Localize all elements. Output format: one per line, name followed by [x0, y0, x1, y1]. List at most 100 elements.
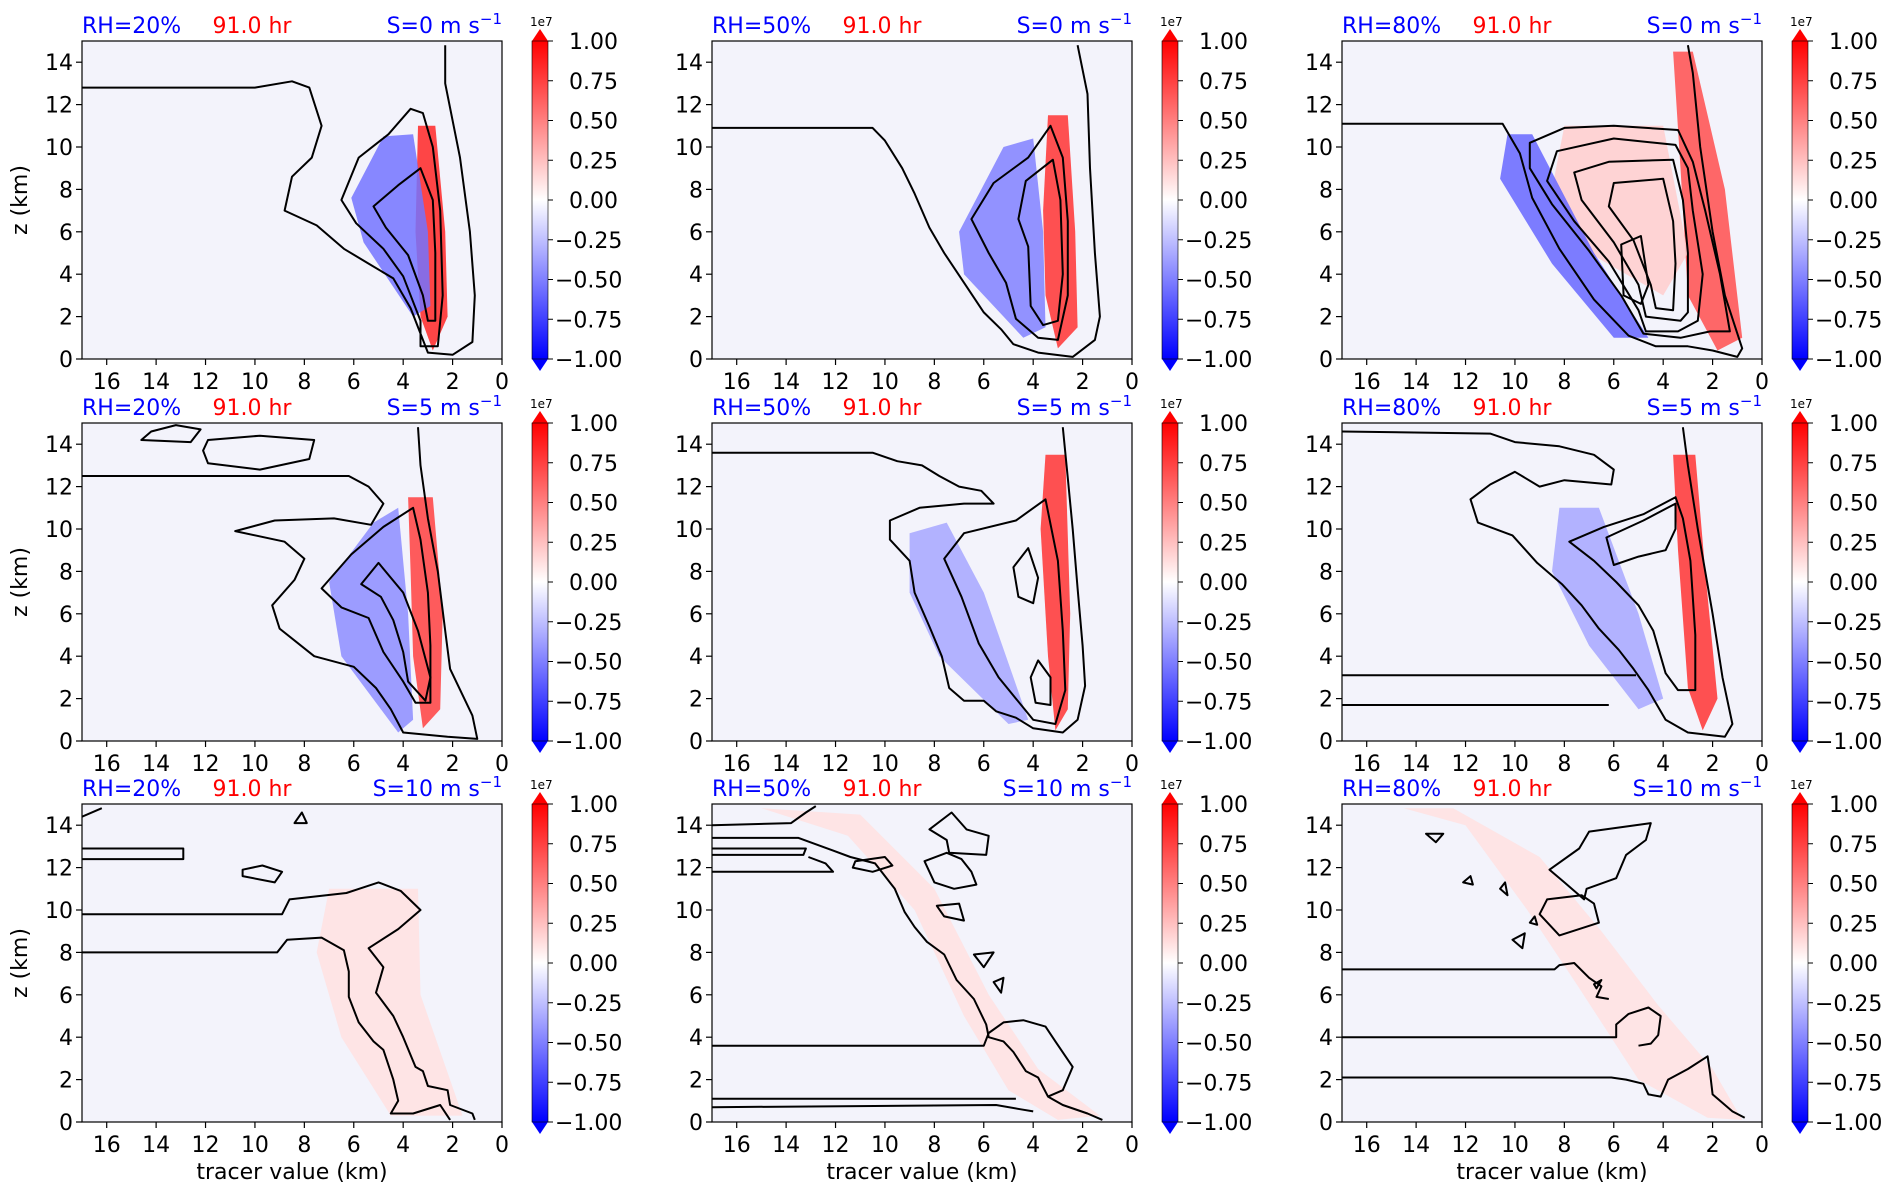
colorbar-gradient	[1162, 423, 1178, 741]
time-label: 91.0 hr	[1473, 777, 1553, 802]
colorbar-tick-label: −0.25	[555, 992, 622, 1017]
colorbar-tick-label: −0.75	[1185, 690, 1252, 715]
colorbar: 1e7 1.00 0.75 0.50 0.25 0.00 −0.25 −0.50 −0.75 −1…	[530, 778, 622, 1136]
colorbar-min-extend	[532, 359, 548, 371]
colorbar: 1e7 1.00 0.75 0.50 0.25 0.00 −0.25 −0.50 −0.75 −1…	[1790, 778, 1882, 1136]
y-tick-label: 8	[1319, 560, 1333, 585]
x-tick-label: 0	[1755, 370, 1769, 395]
x-tick-label: 16	[723, 752, 751, 777]
shade-region-negative-1	[909, 522, 1029, 724]
colorbar-gradient	[532, 423, 548, 741]
y-axis-label: z (km)	[8, 928, 33, 998]
x-tick-label: 8	[927, 1133, 941, 1158]
colorbar-tick-label: 0.75	[1829, 452, 1878, 477]
x-tick-label: 14	[1402, 752, 1430, 777]
colorbar-min-extend	[532, 741, 548, 753]
x-axis-label: tracer value (km)	[1456, 1160, 1647, 1185]
y-tick-label: 10	[45, 136, 73, 161]
colorbar-tick-label: 0.50	[1829, 492, 1878, 517]
y-tick-label: 2	[1319, 1069, 1333, 1094]
time-label: 91.0 hr	[213, 396, 293, 421]
contour-line-1	[1568, 496, 1697, 692]
panel-RH50-S5: 16 14 12 10 8 6 4 2 0 0 2 4 6 8 10 12 14 RH=50% 91.0 hr S=5…	[675, 392, 1252, 777]
colorbar-tick-label: 0.00	[1829, 952, 1878, 977]
shear-label-text: S=10 m s	[1003, 777, 1110, 802]
x-tick-label: 16	[1353, 752, 1381, 777]
y-tick-label: 2	[689, 1069, 703, 1094]
colorbar-gradient	[1162, 41, 1178, 359]
y-tick-label: 0	[59, 1111, 73, 1136]
colorbar-tick-label: −0.25	[1185, 611, 1252, 636]
colorbar-min-extend	[1792, 359, 1808, 371]
colorbar-tick-label: −1.00	[1185, 730, 1252, 755]
colorbar-gradient	[1792, 41, 1808, 359]
colorbar-tick-label: −1.00	[555, 1111, 622, 1136]
colorbar-tick-label: 0.25	[1829, 531, 1878, 556]
y-tick-label: 8	[689, 178, 703, 203]
x-tick-label: 6	[977, 752, 991, 777]
shear-label-text: S=5 m s	[387, 396, 480, 421]
y-tick-label: 2	[59, 1069, 73, 1094]
axes-frame	[81, 40, 503, 360]
shear-label: S=0 m s−1	[387, 10, 502, 39]
contour-line-3	[1538, 894, 1600, 937]
colorbar-tick-label: 0.25	[1829, 912, 1878, 937]
shading-layer	[316, 888, 463, 1116]
x-tick-label: 6	[347, 370, 361, 395]
y-tick-label: 10	[675, 518, 703, 543]
shear-label-exponent: −1	[1110, 773, 1132, 791]
plot-background	[712, 804, 1132, 1122]
x-tick-label: 10	[871, 370, 899, 395]
x-tick-label: 8	[927, 370, 941, 395]
x-tick-label: 10	[871, 1133, 899, 1158]
panel-RH20-S0: 16 14 12 10 8 6 4 2 0 0 2 4 6 8 10 12 14 RH=20% 91.0 hr S=0…	[8, 10, 622, 395]
shear-label-text: S=0 m s	[1017, 14, 1110, 39]
shear-label: S=5 m s−1	[1017, 392, 1132, 421]
x-tick-label: 0	[1755, 1133, 1769, 1158]
panel-RH50-S0: 16 14 12 10 8 6 4 2 0 0 2 4 6 8 10 12 14 RH=50% 91.0 hr S=0…	[675, 10, 1252, 395]
x-tick-label: 2	[446, 1133, 460, 1158]
colorbar-tick-label: 1.00	[1199, 412, 1248, 437]
time-label: 91.0 hr	[1473, 396, 1553, 421]
y-tick-label: 12	[1305, 476, 1333, 501]
rh-label: RH=50%	[712, 777, 811, 802]
x-tick-label: 2	[1706, 752, 1720, 777]
colorbar-tick-label: 0.25	[1199, 912, 1248, 937]
x-tick-label: 16	[93, 752, 121, 777]
shear-label-text: S=0 m s	[387, 14, 480, 39]
colorbar-max-extend	[532, 411, 548, 423]
contour-line-2	[1017, 158, 1064, 327]
x-tick-label: 0	[1755, 752, 1769, 777]
colorbar-exponent: 1e7	[1790, 778, 1813, 792]
colorbar-exponent: 1e7	[530, 397, 553, 411]
contour-line-8	[1528, 915, 1539, 926]
colorbar-tick-label: −0.75	[1185, 1071, 1252, 1096]
y-tick-label: 14	[1305, 433, 1333, 458]
contour-layer	[712, 427, 1087, 734]
y-tick-label: 10	[45, 899, 73, 924]
contour-line-1	[340, 107, 444, 348]
x-tick-label: 14	[772, 370, 800, 395]
colorbar-max-extend	[532, 792, 548, 804]
x-tick-label: 0	[1125, 1133, 1139, 1158]
colorbar-tick-label: −0.75	[1815, 308, 1882, 333]
y-tick-label: 10	[675, 899, 703, 924]
colorbar-tick-label: −0.50	[1185, 269, 1252, 294]
y-tick-label: 2	[1319, 306, 1333, 331]
x-tick-label: 4	[396, 370, 410, 395]
contour-line-1	[970, 124, 1069, 341]
contour-layer	[1342, 822, 1746, 1119]
shade-region-positive-0	[761, 808, 1100, 1120]
y-tick-label: 0	[689, 1111, 703, 1136]
y-tick-label: 10	[675, 136, 703, 161]
colorbar-tick-label: 0.00	[569, 189, 618, 214]
colorbar-tick-label: 0.00	[569, 571, 618, 596]
colorbar-tick-label: 0.50	[1199, 873, 1248, 898]
colorbar-tick-label: 0.00	[1199, 952, 1248, 977]
contour-line-11	[972, 951, 995, 969]
colorbar-tick-label: −0.75	[555, 308, 622, 333]
y-tick-label: 6	[689, 984, 703, 1009]
x-tick-label: 12	[822, 1133, 850, 1158]
colorbar-max-extend	[1162, 411, 1178, 423]
